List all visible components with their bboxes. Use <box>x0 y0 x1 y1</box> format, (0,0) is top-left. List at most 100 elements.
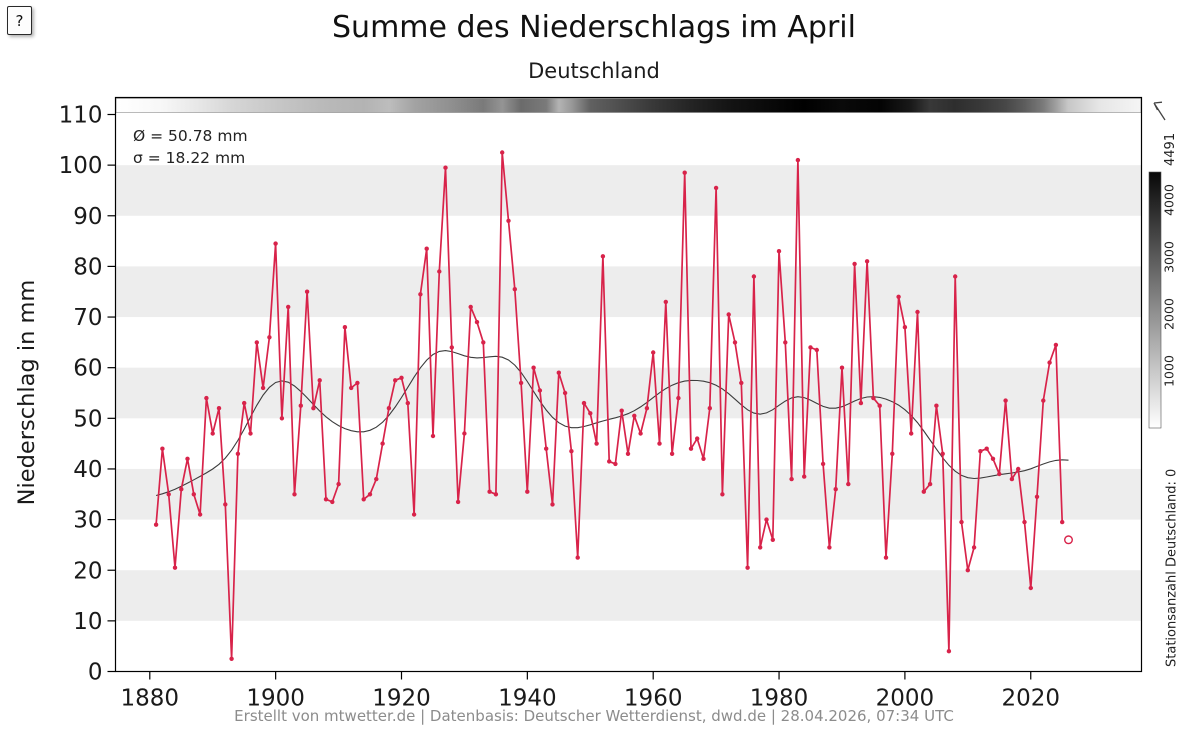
data-point <box>1034 494 1040 499</box>
data-point <box>437 269 442 274</box>
data-point <box>607 459 612 464</box>
data-point <box>588 411 593 416</box>
data-point <box>814 347 819 353</box>
data-point <box>940 451 945 456</box>
data-point <box>254 340 259 345</box>
data-point <box>525 489 530 494</box>
data-point <box>795 157 801 163</box>
data-point <box>449 345 454 350</box>
x-tick-label: 1920 <box>372 686 431 712</box>
data-point <box>764 517 769 522</box>
data-point <box>651 350 656 355</box>
data-point <box>909 431 914 436</box>
data-point <box>959 519 964 525</box>
data-point <box>1003 398 1008 403</box>
plot-border <box>114 96 1143 673</box>
y-tick-label: 0 <box>88 660 103 686</box>
help-button[interactable]: ? <box>7 6 32 35</box>
data-point <box>474 319 480 325</box>
data-point <box>166 492 171 497</box>
colorbar-title: Stationsanzahl Deutschland: 0 <box>1165 469 1180 667</box>
data-point <box>569 449 574 454</box>
colorbar-arrow-icon <box>1153 101 1166 121</box>
data-point <box>204 395 209 401</box>
data-point <box>267 335 272 340</box>
data-point <box>424 246 429 251</box>
data-point <box>399 375 404 380</box>
data-point <box>934 403 939 408</box>
data-point <box>682 170 687 175</box>
data-point <box>581 400 587 406</box>
data-point <box>518 380 524 386</box>
data-point <box>185 456 190 461</box>
data-point <box>311 406 316 411</box>
data-point <box>701 456 706 461</box>
data-point <box>462 431 467 436</box>
data-point <box>342 325 348 330</box>
data-point <box>550 502 555 507</box>
data-point <box>468 304 473 310</box>
x-axis: 1880 1900 1920 1940 1960 1980 2000 2020 <box>121 671 1060 712</box>
data-point <box>726 312 731 317</box>
data-point <box>594 441 599 446</box>
data-point <box>613 461 618 467</box>
data-point <box>191 492 196 497</box>
data-point <box>1022 519 1027 525</box>
data-point <box>500 150 505 155</box>
data-point <box>978 449 983 454</box>
data-point <box>279 416 285 421</box>
data-point <box>827 545 832 550</box>
data-point <box>688 446 694 451</box>
data-point <box>669 451 675 456</box>
data-point <box>531 365 536 370</box>
y-tick-label: 50 <box>73 406 102 432</box>
data-point <box>789 476 794 482</box>
data-point <box>802 474 807 479</box>
data-point <box>304 289 310 294</box>
data-point <box>852 261 857 267</box>
data-point <box>323 497 329 502</box>
x-tick-label: 1980 <box>750 686 809 712</box>
data-point <box>298 403 303 408</box>
data-point <box>153 522 159 527</box>
colorbar-tick-label: 2000 <box>1162 298 1177 330</box>
data-point <box>707 406 712 411</box>
data-point <box>374 476 379 482</box>
data-point <box>197 512 203 517</box>
data-point <box>758 545 763 550</box>
data-point <box>713 185 719 191</box>
y-tick-label: 60 <box>73 356 102 382</box>
y-tick-label: 30 <box>73 508 102 534</box>
stripe-band <box>115 367 1142 419</box>
data-point <box>1016 466 1021 472</box>
data-point <box>336 481 341 487</box>
data-point <box>808 345 813 350</box>
data-point <box>657 441 662 446</box>
data-point <box>411 512 417 517</box>
y-axis-title: Niederschlag in mm <box>14 280 40 506</box>
data-point <box>751 274 757 279</box>
data-point <box>990 456 996 461</box>
data-point <box>405 400 410 406</box>
data-point <box>776 249 782 254</box>
data-point <box>248 431 253 436</box>
data-point <box>946 649 952 654</box>
attribution-footer: Erstellt von mtwetter.de | Datenbasis: D… <box>234 707 954 725</box>
data-point <box>720 492 725 497</box>
stripe-band <box>115 165 1142 216</box>
colorbar <box>1148 171 1162 429</box>
trend-line <box>155 350 1069 497</box>
y-tick-label: 100 <box>59 153 103 179</box>
data-point <box>506 218 511 223</box>
colorbar-tick-label: 3000 <box>1162 241 1177 273</box>
data-point <box>260 385 266 391</box>
data-point <box>965 568 970 573</box>
colorbar-tick-label: 1000 <box>1162 355 1177 387</box>
data-point <box>739 380 744 386</box>
data-point <box>380 441 385 446</box>
data-point <box>921 489 926 494</box>
data-point <box>361 497 366 502</box>
y-tick-label: 40 <box>73 457 102 483</box>
sigma-annotation: σ = 18.22 mm <box>133 149 245 167</box>
data-point <box>179 487 184 492</box>
